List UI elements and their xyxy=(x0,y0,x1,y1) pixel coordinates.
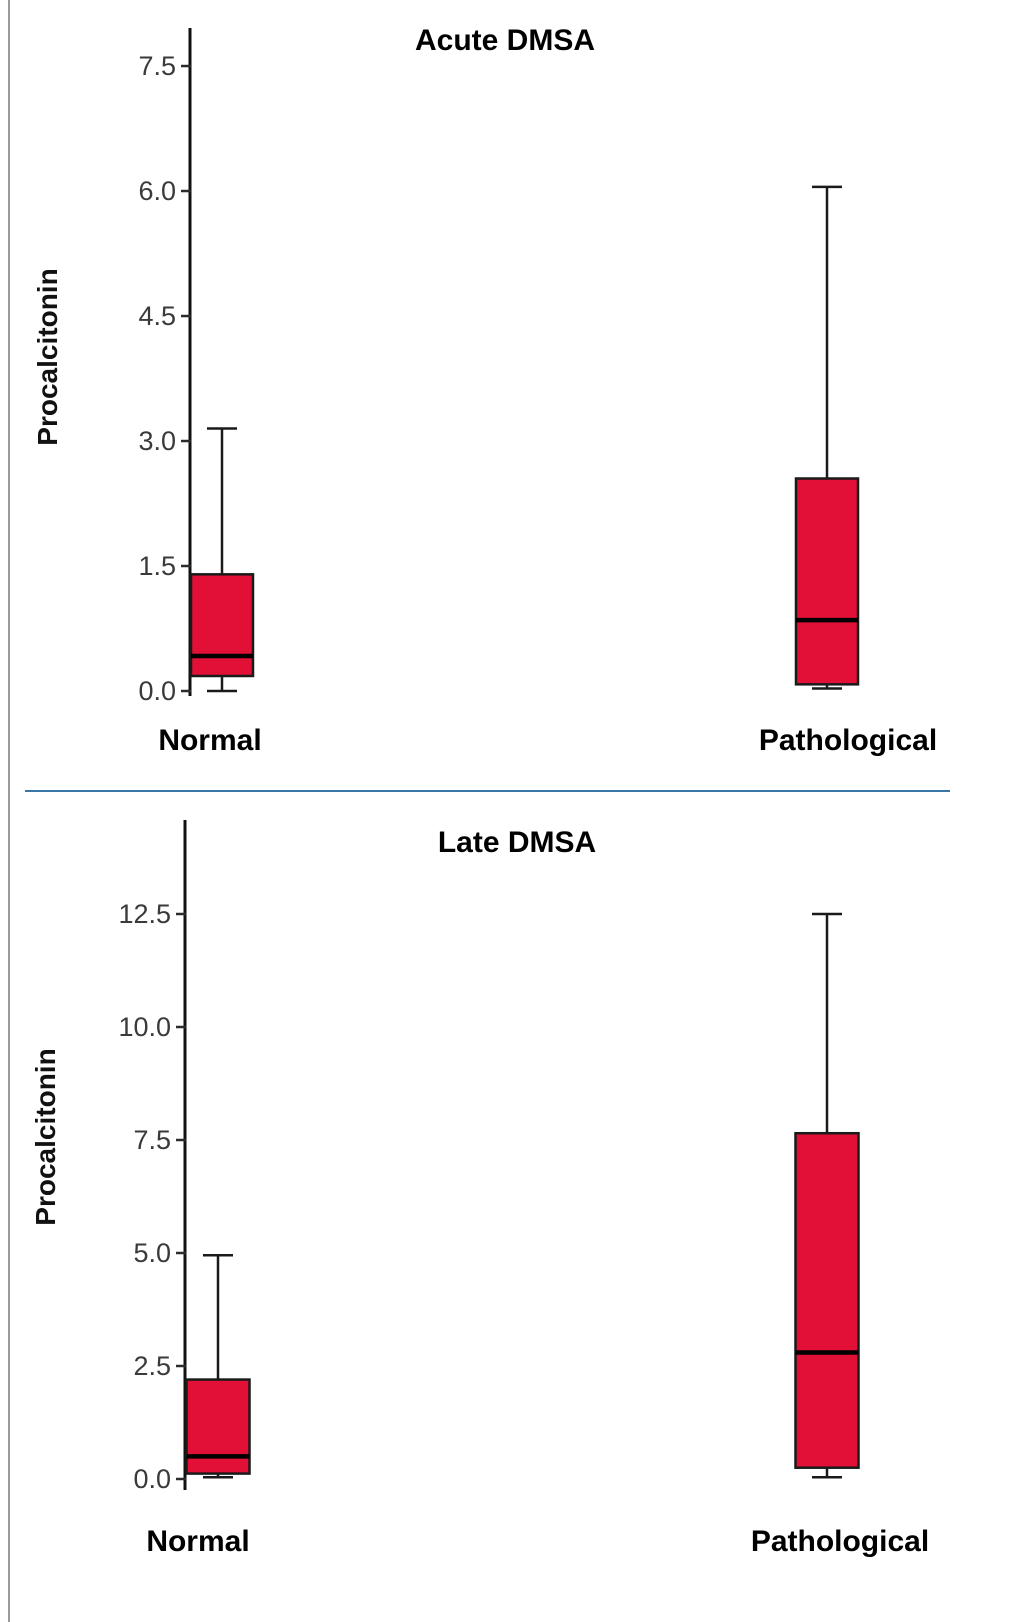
category-label-normal: Normal xyxy=(146,1525,249,1558)
category-label-pathological: Pathological xyxy=(759,724,937,757)
category-label-pathological: Pathological xyxy=(751,1525,929,1558)
chart-title: Late DMSA xyxy=(438,826,596,859)
y-axis-label: Procalcitonin xyxy=(30,1048,61,1225)
y-tick-label: 1.5 xyxy=(138,551,176,581)
panel-divider-line xyxy=(25,790,950,792)
chart-title: Acute DMSA xyxy=(415,24,595,57)
iqr-box xyxy=(794,477,860,686)
acute-dmsa-plot: Acute DMSA Procalcitonin 0.0 1.5 3.0 4.5 6.0… xyxy=(32,24,937,757)
y-tick-label: 4.5 xyxy=(138,301,176,331)
boxplot-group: 0.0 2.5 5.0 7.5 10.0 12.5 xyxy=(118,820,860,1494)
category-label-normal: Normal xyxy=(158,724,261,757)
y-tick-label: 2.5 xyxy=(133,1351,171,1381)
y-tick-label: 0.0 xyxy=(138,676,176,706)
page-left-border xyxy=(8,0,10,1622)
y-tick-label: 12.5 xyxy=(118,899,171,929)
iqr-box xyxy=(189,573,255,678)
boxplot-group: 0.0 1.5 3.0 4.5 6.0 7.5 xyxy=(138,28,860,706)
y-axis-label: Procalcitonin xyxy=(32,268,63,445)
y-tick-label: 0.0 xyxy=(133,1464,171,1494)
late-dmsa-plot: Late DMSA Procalcitonin 0.0 2.5 5.0 7.5 10.0… xyxy=(30,820,929,1558)
iqr-box xyxy=(794,1131,860,1469)
late-dmsa-chart: Late DMSA Procalcitonin 0.0 2.5 5.0 7.5 10.0… xyxy=(0,800,1011,1622)
acute-dmsa-chart: Acute DMSA Procalcitonin 0.0 1.5 3.0 4.5 6.0… xyxy=(0,0,1011,782)
y-tick-label: 6.0 xyxy=(138,176,176,206)
y-tick-label: 3.0 xyxy=(138,426,176,456)
y-tick-label: 5.0 xyxy=(133,1238,171,1268)
y-tick-label: 7.5 xyxy=(138,51,176,81)
y-tick-label: 10.0 xyxy=(118,1012,171,1042)
iqr-box xyxy=(185,1378,251,1475)
y-tick-label: 7.5 xyxy=(133,1125,171,1155)
